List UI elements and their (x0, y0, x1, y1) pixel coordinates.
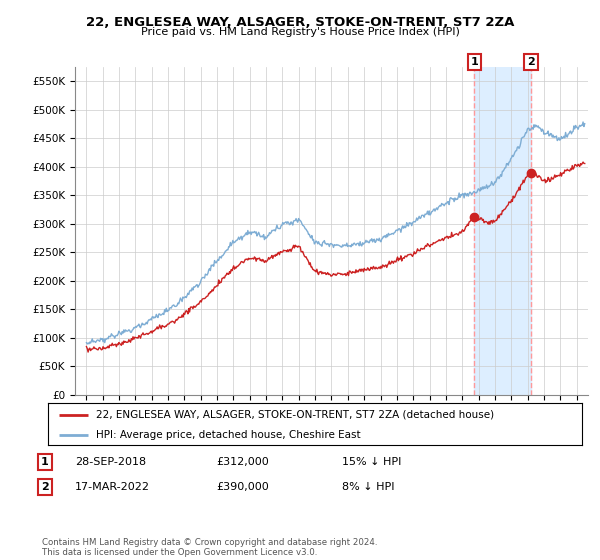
Text: 2: 2 (527, 57, 535, 67)
Text: 2: 2 (41, 482, 49, 492)
Text: 15% ↓ HPI: 15% ↓ HPI (342, 457, 401, 467)
Text: HPI: Average price, detached house, Cheshire East: HPI: Average price, detached house, Ches… (96, 430, 361, 440)
Bar (475, 67, 531, 395)
Text: Price paid vs. HM Land Registry's House Price Index (HPI): Price paid vs. HM Land Registry's House … (140, 27, 460, 37)
Text: £312,000: £312,000 (216, 457, 269, 467)
Text: 1: 1 (41, 457, 49, 467)
Text: 1: 1 (470, 57, 478, 67)
Text: £390,000: £390,000 (216, 482, 269, 492)
Text: 8% ↓ HPI: 8% ↓ HPI (342, 482, 395, 492)
Text: 28-SEP-2018: 28-SEP-2018 (75, 457, 146, 467)
Text: 22, ENGLESEA WAY, ALSAGER, STOKE-ON-TRENT, ST7 2ZA: 22, ENGLESEA WAY, ALSAGER, STOKE-ON-TREN… (86, 16, 514, 29)
Text: Contains HM Land Registry data © Crown copyright and database right 2024.
This d: Contains HM Land Registry data © Crown c… (42, 538, 377, 557)
Text: 22, ENGLESEA WAY, ALSAGER, STOKE-ON-TRENT, ST7 2ZA (detached house): 22, ENGLESEA WAY, ALSAGER, STOKE-ON-TREN… (96, 410, 494, 420)
Text: 17-MAR-2022: 17-MAR-2022 (75, 482, 150, 492)
